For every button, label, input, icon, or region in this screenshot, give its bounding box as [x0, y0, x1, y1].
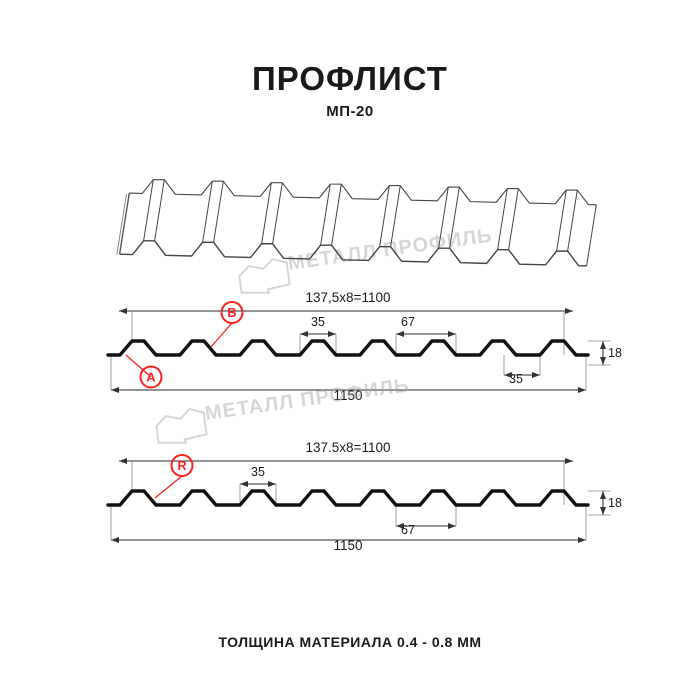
svg-text:35: 35 — [251, 465, 265, 479]
svg-text:A: A — [146, 370, 156, 385]
svg-text:67: 67 — [401, 315, 415, 329]
svg-text:35: 35 — [311, 315, 325, 329]
svg-text:B: B — [227, 305, 236, 320]
svg-text:R: R — [177, 459, 186, 473]
svg-text:137.5x8=1100: 137.5x8=1100 — [306, 440, 391, 455]
svg-text:МЕТАЛЛ ПРОФИЛЬ: МЕТАЛЛ ПРОФИЛЬ — [204, 374, 411, 424]
svg-text:137,5x8=1100: 137,5x8=1100 — [306, 290, 391, 305]
svg-text:18: 18 — [608, 496, 622, 510]
svg-text:18: 18 — [608, 346, 622, 360]
